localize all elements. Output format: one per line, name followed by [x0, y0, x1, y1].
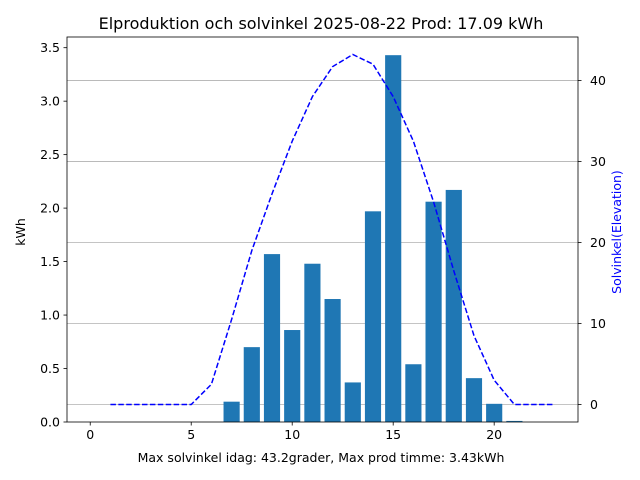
x-axis: 0 5 10 15 20 — [86, 422, 502, 442]
bar — [304, 263, 321, 422]
y-axis-right: 0 10 20 30 40 — [578, 73, 606, 412]
y2-tick-label: 30 — [590, 154, 606, 169]
y2-tick-label: 10 — [590, 316, 606, 331]
bar — [364, 211, 382, 422]
y-tick-label: 3.5 — [40, 40, 60, 55]
y-tick-label: 1.5 — [40, 254, 60, 269]
x-tick-label: 10 — [284, 427, 300, 442]
y2-tick-label: 0 — [590, 397, 598, 412]
y-tick-label: 2.0 — [40, 201, 60, 216]
y-tick-label: 1.0 — [40, 308, 60, 323]
y-axis-label: kWh — [13, 218, 28, 246]
bar — [324, 299, 341, 422]
bar — [284, 330, 301, 422]
y-tick-label: 3.0 — [40, 94, 60, 109]
bar — [263, 254, 281, 422]
bar — [385, 55, 402, 423]
y-tick-label: 0.0 — [40, 415, 60, 430]
x-tick-label: 5 — [187, 427, 195, 442]
bar — [243, 347, 260, 422]
bar — [465, 378, 483, 422]
bars — [223, 55, 523, 423]
elevation-line — [110, 53, 555, 406]
bar — [506, 420, 523, 422]
y2-axis-label: Solvinkel(Elevation) — [609, 170, 624, 294]
x-tick-label: 15 — [385, 427, 401, 442]
x-tick-label: 0 — [86, 427, 94, 442]
y2-tick-label: 40 — [590, 73, 606, 88]
bar — [223, 401, 240, 422]
axes-frame — [66, 36, 579, 423]
y-tick-label: 0.5 — [40, 361, 60, 376]
x-axis-label: Max solvinkel idag: 43.2grader, Max prod… — [138, 450, 505, 465]
y-axis-left: 0.0 0.5 1.0 1.5 2.0 2.5 3.0 3.5 — [40, 40, 67, 430]
elevation-line-path — [110, 53, 555, 406]
bar — [486, 403, 503, 422]
bar — [445, 189, 462, 422]
bar — [344, 382, 361, 422]
chart-title: Elproduktion och solvinkel 2025-08-22 Pr… — [99, 14, 544, 33]
x-tick-label: 20 — [486, 427, 502, 442]
y-tick-label: 2.5 — [40, 147, 60, 162]
y2-tick-label: 20 — [590, 235, 606, 250]
bar — [405, 364, 422, 422]
bar — [425, 201, 442, 422]
